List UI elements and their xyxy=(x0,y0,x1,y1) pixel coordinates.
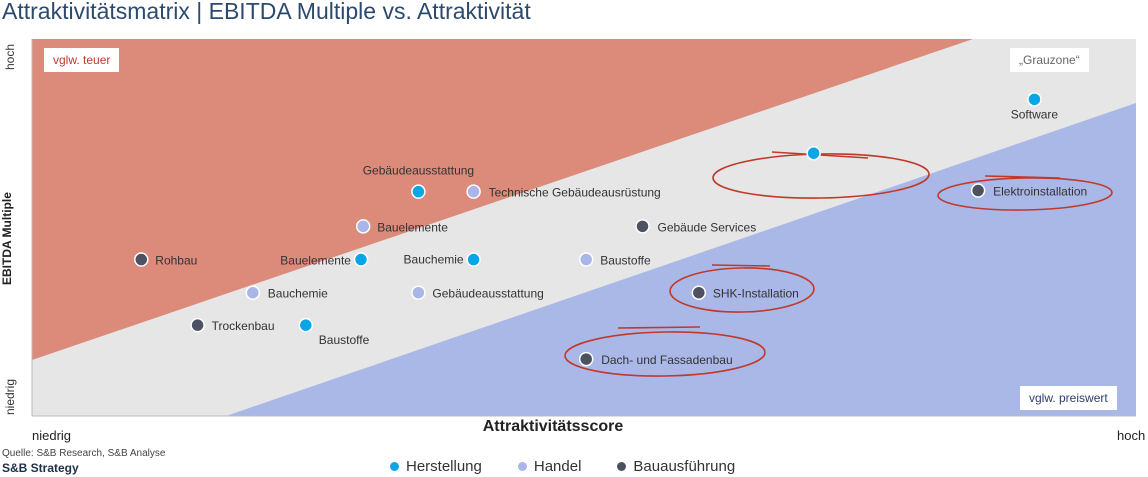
zone-teuer xyxy=(32,39,973,360)
label-herstellung-bauelemente-3: Bauelemente xyxy=(280,254,351,268)
page-title: Attraktivitätsmatrix | EBITDA Multiple v… xyxy=(2,0,531,24)
label-handel-gebäudeausstattung-4: Gebäudeausstattung xyxy=(432,287,543,301)
legend-dot-handel xyxy=(517,462,527,471)
point-bauausführung-gebäude-services-1 xyxy=(635,219,650,234)
y-tick-hoch: hoch xyxy=(3,43,17,70)
legend: Herstellung Handel Bauausführung xyxy=(390,458,735,475)
legend-label-herstellung: Herstellung xyxy=(406,458,482,475)
zone-preiswert xyxy=(226,103,1136,416)
label-handel-baustoffe-2: Baustoffe xyxy=(600,254,651,268)
point-herstellung-software-0 xyxy=(1027,92,1042,107)
label-herstellung-software-0: Software xyxy=(1011,107,1059,121)
x-axis-label: Attraktivitätsscore xyxy=(482,418,624,435)
label-bauausführung-elektroinstallation-0: Elektroinstallation xyxy=(993,185,1087,199)
legend-item-bauausfuehrung: Bauausführung xyxy=(617,458,735,475)
legend-label-bauausfuehrung: Bauausführung xyxy=(633,458,736,475)
legend-item-handel: Handel xyxy=(517,458,582,475)
point-herstellung-unlabeled-1 xyxy=(806,145,821,161)
legend-item-herstellung: Herstellung xyxy=(390,458,482,475)
label-bauausführung-rohbau-2: Rohbau xyxy=(155,254,197,268)
point-bauausführung-elektroinstallation-0 xyxy=(970,183,986,198)
ring-dach-fassadenbau xyxy=(564,331,766,377)
point-bauausführung-shk-installation-3 xyxy=(691,285,707,300)
label-herstellung-baustoffe-5: Baustoffe xyxy=(319,333,370,347)
label-bauausführung-dach-und-fassadenbau-5: Dach- und Fassadenbau xyxy=(601,353,732,367)
point-handel-bauchemie-3 xyxy=(245,285,261,300)
y-axis-label: EBITDA Multiple xyxy=(0,192,14,285)
point-herstellung-bauelemente-3 xyxy=(353,252,369,267)
label-bauausführung-trockenbau-4: Trockenbau xyxy=(212,319,275,333)
x-tick-niedrig: niedrig xyxy=(32,428,72,443)
point-herstellung-bauchemie-4 xyxy=(466,252,481,267)
ring-shk-installation xyxy=(669,267,815,313)
ring-shk-installation-stroke xyxy=(711,264,771,267)
data-points: Software Gebäudeausstattung Bauelemente Bau… xyxy=(134,92,1087,367)
label-handel-bauelemente-1: Bauelemente xyxy=(377,220,448,234)
ring-dach-fassadenbau-stroke xyxy=(617,326,701,329)
label-handel-bauchemie-3: Bauchemie xyxy=(268,287,328,301)
legend-dot-bauausfuehrung xyxy=(617,462,627,471)
label-bauausführung-gebäude-services-1: Gebäude Services xyxy=(658,220,757,234)
point-handel-gebäudeausstattung-4 xyxy=(411,285,426,300)
label-herstellung-bauchemie-4: Bauchemie xyxy=(404,253,464,267)
zone-label-grauzone: „Grauzone“ xyxy=(1010,48,1089,72)
company-logo: S&B Strategy xyxy=(2,461,79,475)
point-herstellung-gebäudeausstattung-2 xyxy=(411,184,426,199)
point-handel-baustoffe-2 xyxy=(578,252,594,267)
zone-label-teuer: vglw. teuer xyxy=(44,48,120,72)
point-bauausführung-trockenbau-4 xyxy=(190,317,205,333)
label-bauausführung-shk-installation-3: SHK-Installation xyxy=(713,287,799,301)
legend-label-handel: Handel xyxy=(533,458,582,475)
ring-elektroinstallation-stroke xyxy=(984,175,1061,179)
point-herstellung-baustoffe-5 xyxy=(298,317,314,333)
y-tick-niedrig: niedrig xyxy=(3,378,17,415)
point-bauausführung-rohbau-2 xyxy=(134,252,149,267)
label-herstellung-gebäudeausstattung-2: Gebäudeausstattung xyxy=(363,164,474,178)
point-handel-bauelemente-1 xyxy=(355,219,371,234)
zone-background xyxy=(31,39,1136,417)
point-bauausführung-dach-und-fassadenbau-5 xyxy=(578,351,594,367)
zone-label-preiswert: vglw. preiswert xyxy=(1020,386,1117,410)
source-note: Quelle: S&B Research, S&B Analyse xyxy=(2,448,166,459)
legend-dot-herstellung xyxy=(390,462,399,471)
label-handel-technische-gebäudeausrüstung-0: Technische Gebäudeausrüstung xyxy=(489,186,661,200)
x-tick-hoch: hoch xyxy=(1117,428,1146,443)
point-handel-technische-gebäudeausrüstung-0 xyxy=(466,184,481,199)
ring-elektroinstallation xyxy=(937,177,1113,211)
